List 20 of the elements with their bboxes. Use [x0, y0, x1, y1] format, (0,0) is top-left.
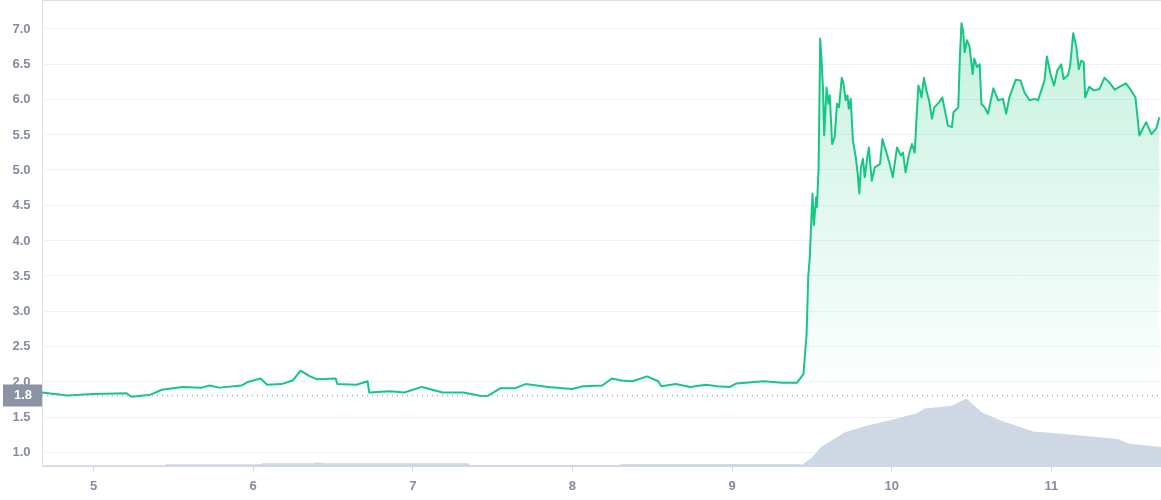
y-tick-label: 1.0 — [12, 444, 31, 460]
x-tick-label: 10 — [884, 477, 899, 493]
x-tick-label: 6 — [249, 477, 257, 493]
x-tick-label: 7 — [409, 477, 417, 493]
y-tick-label: 5.0 — [12, 161, 31, 177]
x-tick-label: 8 — [568, 477, 577, 493]
y-tick-label: 2.5 — [12, 338, 31, 354]
y-tick-label: 4.5 — [12, 197, 31, 213]
ref-line-label: 1.8 — [13, 387, 33, 403]
y-tick-label: 1.5 — [12, 409, 31, 425]
x-tick-label: 11 — [1044, 477, 1059, 493]
y-tick-label: 3.5 — [12, 267, 31, 283]
y-tick-label: 5.5 — [12, 126, 31, 142]
x-tick-label: 9 — [728, 477, 736, 493]
y-tick-label: 6.0 — [12, 91, 31, 107]
y-tick-label: 3.0 — [12, 303, 31, 319]
x-tick-label: 5 — [89, 477, 98, 493]
y-tick-label: 6.5 — [12, 56, 31, 72]
y-tick-label: 7.0 — [12, 20, 31, 36]
y-tick-label: 4.0 — [12, 232, 31, 248]
